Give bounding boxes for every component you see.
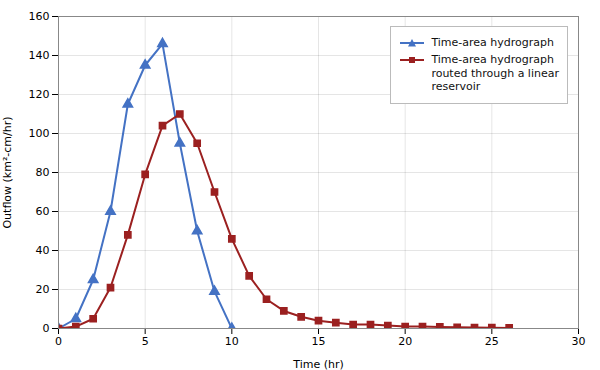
svg-text:160: 160 — [29, 10, 50, 23]
svg-text:10: 10 — [225, 335, 239, 348]
svg-text:0: 0 — [55, 335, 62, 348]
svg-text:20: 20 — [398, 335, 412, 348]
svg-text:Time (hr): Time (hr) — [292, 358, 344, 370]
svg-text:120: 120 — [29, 88, 50, 101]
svg-text:Outflow (km²-cm/hr): Outflow (km²-cm/hr) — [1, 116, 14, 228]
html-text:Time-area hydrograph routed th: Time-area hydrograph routed through a li… — [431, 52, 559, 94]
svg-text:25: 25 — [485, 335, 499, 348]
svg-text:15: 15 — [312, 335, 326, 348]
svg-text:100: 100 — [29, 127, 50, 140]
svg-text:20: 20 — [36, 283, 50, 296]
svg-text:0: 0 — [43, 322, 50, 335]
svg-text:140: 140 — [29, 49, 50, 62]
svg-text:5: 5 — [142, 335, 149, 348]
svg-text:80: 80 — [36, 166, 50, 179]
svg-text:30: 30 — [572, 335, 586, 348]
svg-text:60: 60 — [36, 205, 50, 218]
svg-text:40: 40 — [36, 244, 50, 257]
html-text:Time-area hydrograph: Time-area hydrograph — [431, 36, 554, 49]
